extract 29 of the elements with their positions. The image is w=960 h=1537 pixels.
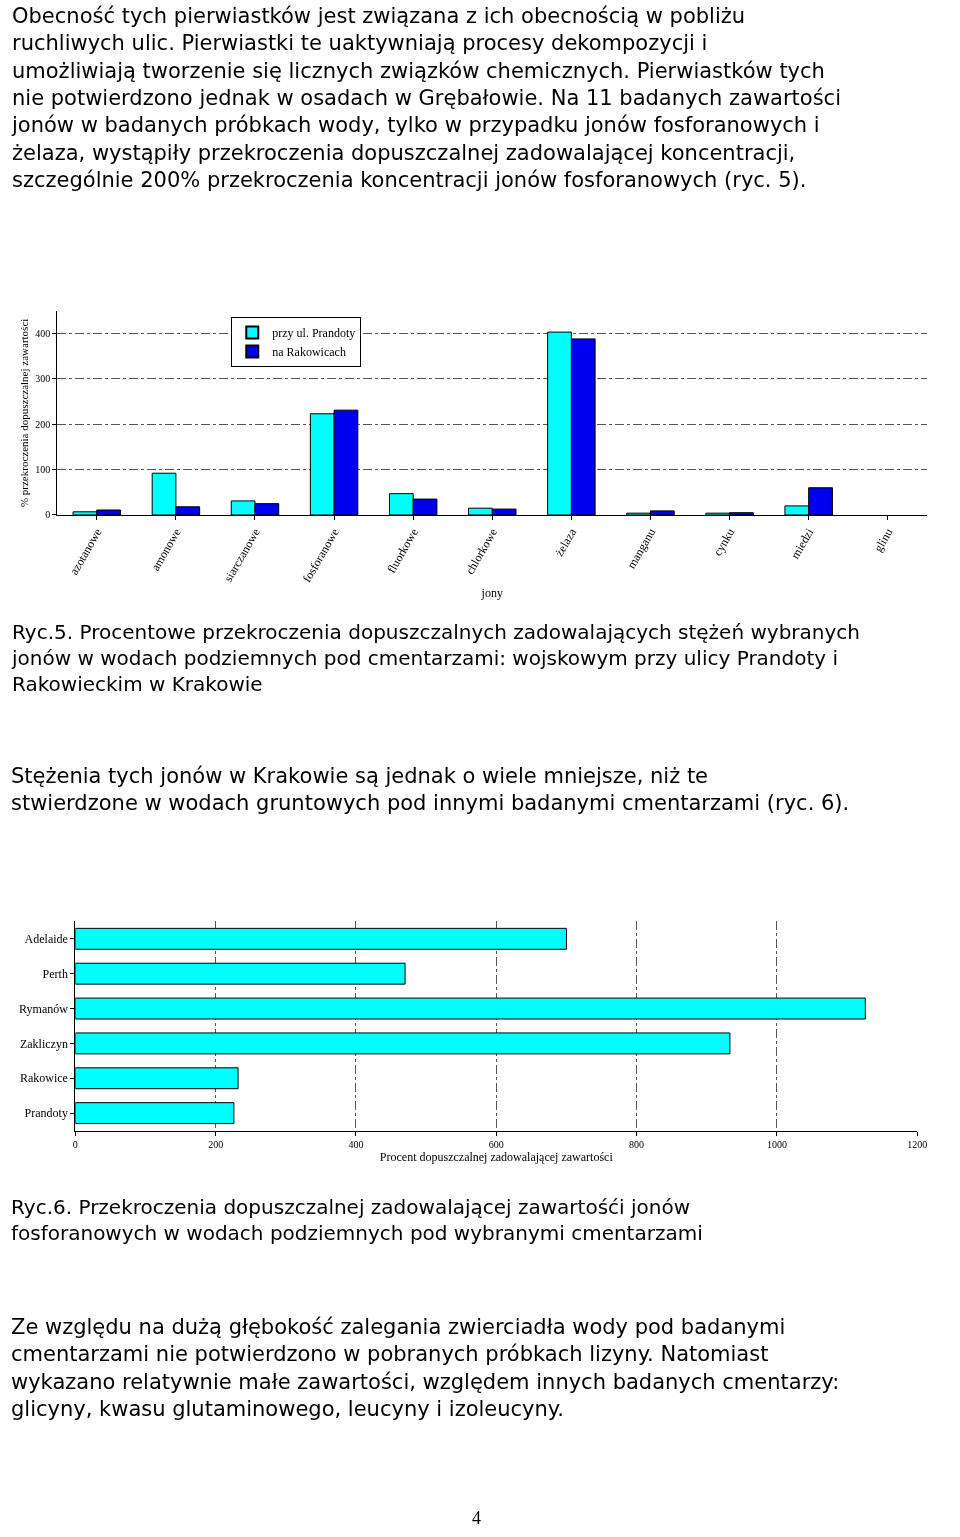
- y-axis-title: % przekroczenia dopuszczalnej zawartości: [17, 318, 30, 508]
- x-tick-label: 1000: [766, 1138, 787, 1150]
- y-tick-label: 400: [35, 327, 51, 339]
- legend-label: przy ul. Prandoty: [272, 326, 356, 341]
- x-tick-label: 400: [348, 1138, 364, 1150]
- text: Stężenia tych jonów w Krakowie są jednak o wiele mniejsze, niż te stwierdzone w wodach gruntowych pod innymi badanymi cmentarzami (ryc. 6).: [11, 764, 850, 816]
- y-tick-label: Rymanów: [19, 1001, 69, 1016]
- text: 4: [472, 1508, 481, 1528]
- text: Obecność tych pierwiastków jest związana z ich obecnością w pobliżu ruchliwych ulic. Pierwiastki te uaktywniają procesy dekompozycji i umożliwiają tworzenie się licznych związków chemicznych. Pierwiastków tych nie potwierdzono jednak w osadach w Grębałowie. Na 11 badanych zawartości jonów w badanych próbkach wody, tylko w przypadku jonów fosforanowych i żelaza, wystąpiły przekroczenia dopuszczalnej zadowalającej koncentracji, szczególnie 200% przekroczenia koncentracji jonów fosforanowych (ryc. 5).: [11, 4, 841, 192]
- text: Ryc.5. Procentowe przekroczenia dopuszczalnych zadowalających stężeń wybranych jonów w wodach podziemnych pod cmentarzami: wojskowym przy ulicy Prandoty i Rakowieckim w Krakowie: [11, 620, 861, 696]
- y-tick-label: Prandoty: [24, 1106, 68, 1121]
- text: Ryc.6. Przekroczenia dopuszczalnej zadowalającej zawartośći jonów fosforanowych w wodach podziemnych pod wybranymi cmentarzami: [11, 1195, 703, 1245]
- x-tick-label: 0: [72, 1138, 78, 1150]
- y-tick-label: 0: [45, 509, 51, 521]
- y-tick-label: 200: [35, 418, 51, 430]
- y-tick-label: Rakowice: [19, 1071, 68, 1086]
- x-tick-label: 1200: [907, 1138, 928, 1150]
- y-tick-label: 300: [35, 373, 51, 385]
- x-axis-title: jony: [480, 585, 503, 600]
- y-tick-label: Zakliczyn: [19, 1036, 68, 1051]
- x-axis-title: Procent dopuszczalnej zadowalającej zawartości: [379, 1150, 614, 1165]
- y-tick-label: Adelaide: [24, 932, 68, 947]
- y-tick-label: Perth: [42, 966, 68, 981]
- x-tick-label: 600: [488, 1138, 504, 1150]
- legend-label: na Rakowicach: [272, 345, 346, 360]
- x-tick-label: 200: [208, 1138, 224, 1150]
- y-tick-label: 100: [35, 464, 51, 476]
- text: Ze względu na dużą głębokość zalegania zwierciadła wody pod badanymi cmentarzami nie potwierdzono w pobranych próbkach lizyny. Natomiast wykazano relatywnie małe zawartości, względem innych badanych cmentarzy: glicyny, kwasu glutaminowego, leucyny i izoleucyny.: [11, 1315, 840, 1421]
- x-tick-label: 800: [629, 1138, 645, 1150]
